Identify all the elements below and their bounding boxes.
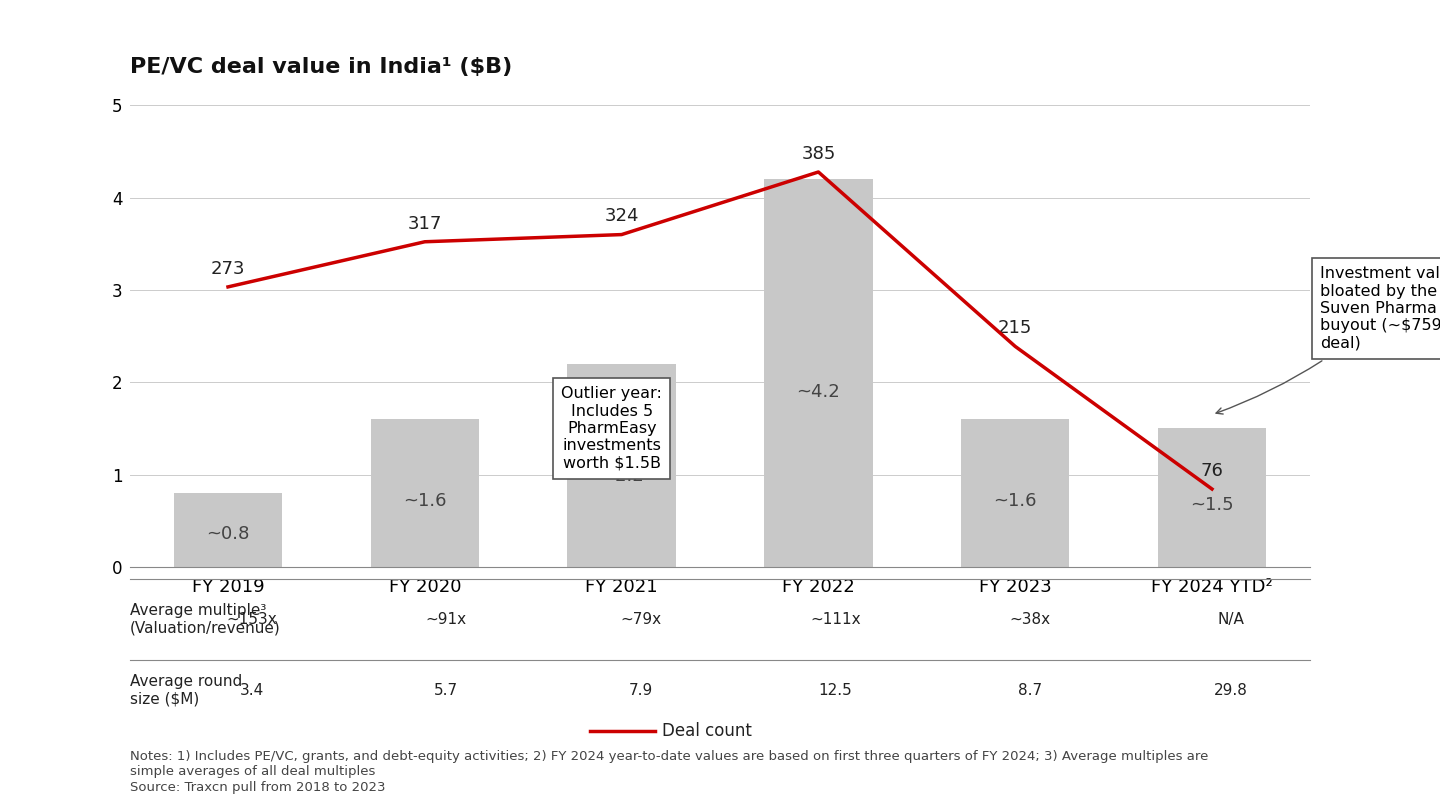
Text: 215: 215 [998, 319, 1032, 337]
Text: Investment value
bloated by the
Suven Pharma
buyout (~$759M
deal): Investment value bloated by the Suven Ph… [1217, 266, 1440, 414]
Text: ~4.2: ~4.2 [796, 383, 841, 402]
Text: 273: 273 [210, 260, 245, 278]
Text: 76: 76 [1201, 462, 1224, 480]
Text: simple averages of all deal multiples: simple averages of all deal multiples [130, 765, 374, 778]
Text: ~91x: ~91x [426, 612, 467, 627]
Text: 12.5: 12.5 [818, 683, 852, 697]
Text: 8.7: 8.7 [1018, 683, 1041, 697]
Text: Outlier year:
Includes 5
PharmEasy
investments
worth $1.5B: Outlier year: Includes 5 PharmEasy inves… [562, 386, 662, 471]
Text: 317: 317 [408, 215, 442, 232]
Bar [567, 364, 675, 567]
Text: 5.7: 5.7 [435, 683, 458, 697]
Text: Average multiple³
(Valuation/revenue): Average multiple³ (Valuation/revenue) [130, 603, 281, 636]
Bar [1158, 428, 1266, 567]
Text: ~79x: ~79x [621, 612, 661, 627]
Text: ~153x: ~153x [226, 612, 278, 627]
Text: ~111x: ~111x [809, 612, 861, 627]
Text: 29.8: 29.8 [1214, 683, 1248, 697]
Bar [174, 493, 282, 567]
Text: ~2.2: ~2.2 [599, 467, 644, 484]
Text: ~38x: ~38x [1009, 612, 1050, 627]
Text: Deal count: Deal count [662, 722, 752, 740]
Text: Source: Traxcn pull from 2018 to 2023: Source: Traxcn pull from 2018 to 2023 [130, 781, 384, 794]
Bar [960, 420, 1070, 567]
Text: ~1.6: ~1.6 [403, 492, 446, 509]
Text: PE/VC deal value in India¹ ($B): PE/VC deal value in India¹ ($B) [130, 57, 511, 77]
Text: ~1.5: ~1.5 [1191, 496, 1234, 514]
Bar [765, 179, 873, 567]
Text: N/A: N/A [1218, 612, 1244, 627]
Text: Notes: 1) Includes PE/VC, grants, and debt-equity activities; 2) FY 2024 year-to: Notes: 1) Includes PE/VC, grants, and de… [130, 750, 1208, 763]
Text: ~1.6: ~1.6 [994, 492, 1037, 509]
Text: 3.4: 3.4 [240, 683, 264, 697]
Text: 7.9: 7.9 [629, 683, 652, 697]
Text: 385: 385 [801, 145, 835, 163]
Bar [370, 420, 480, 567]
Text: ~0.8: ~0.8 [206, 525, 249, 543]
Text: Average round
size ($M): Average round size ($M) [130, 674, 242, 706]
Text: 324: 324 [605, 207, 639, 225]
